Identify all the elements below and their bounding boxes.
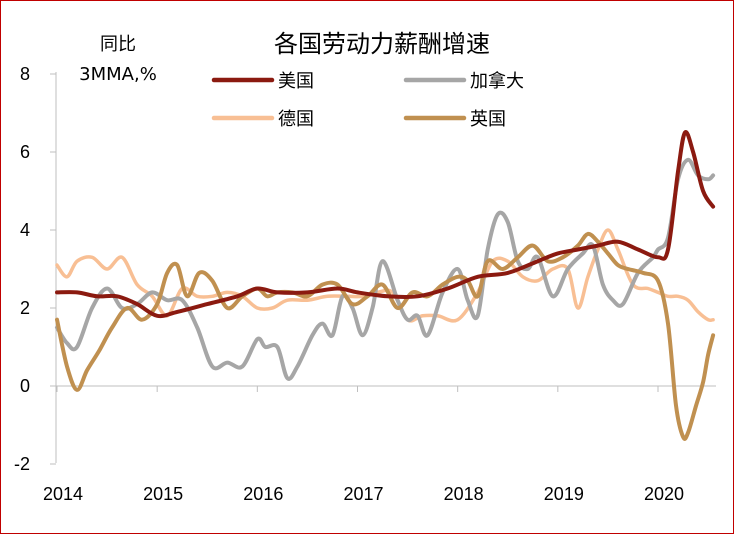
series-line-0 [55, 130, 716, 319]
legend-label-3: 英国 [470, 109, 506, 130]
y-tick-label: 6 [20, 142, 30, 162]
series-line-3 [55, 231, 716, 441]
legend-label-1: 加拿大 [470, 70, 524, 92]
x-tick-label: 2015 [143, 484, 183, 504]
series-lines [55, 130, 716, 441]
x-tick-label: 2020 [644, 484, 684, 504]
x-tick-label: 2019 [544, 484, 584, 504]
x-tick-label: 2014 [43, 484, 83, 504]
y-tick-label: 0 [20, 376, 30, 396]
legend-label-0: 美国 [278, 71, 314, 92]
y-tick-label: 4 [20, 220, 30, 240]
legend-label-2: 德国 [278, 109, 314, 130]
y-tick-label: 8 [20, 64, 30, 84]
y-tick-label: -2 [14, 454, 30, 474]
x-tick-label: 2018 [444, 484, 484, 504]
y-tick-label: 2 [20, 298, 30, 318]
x-tick-group: 2014 2015 2016 2017 2018 2019 2020 [43, 386, 684, 504]
y-unit-label-line2: 3MMA,% [79, 64, 157, 85]
chart-title: 各国劳动力薪酬增速 [274, 30, 490, 58]
series-line-1 [55, 157, 716, 381]
y-unit-label-line1: 同比 [100, 34, 136, 55]
x-tick-label: 2016 [243, 484, 283, 504]
y-tick-group: 8 6 4 2 0 -2 [14, 64, 56, 474]
x-tick-label: 2017 [343, 484, 383, 504]
